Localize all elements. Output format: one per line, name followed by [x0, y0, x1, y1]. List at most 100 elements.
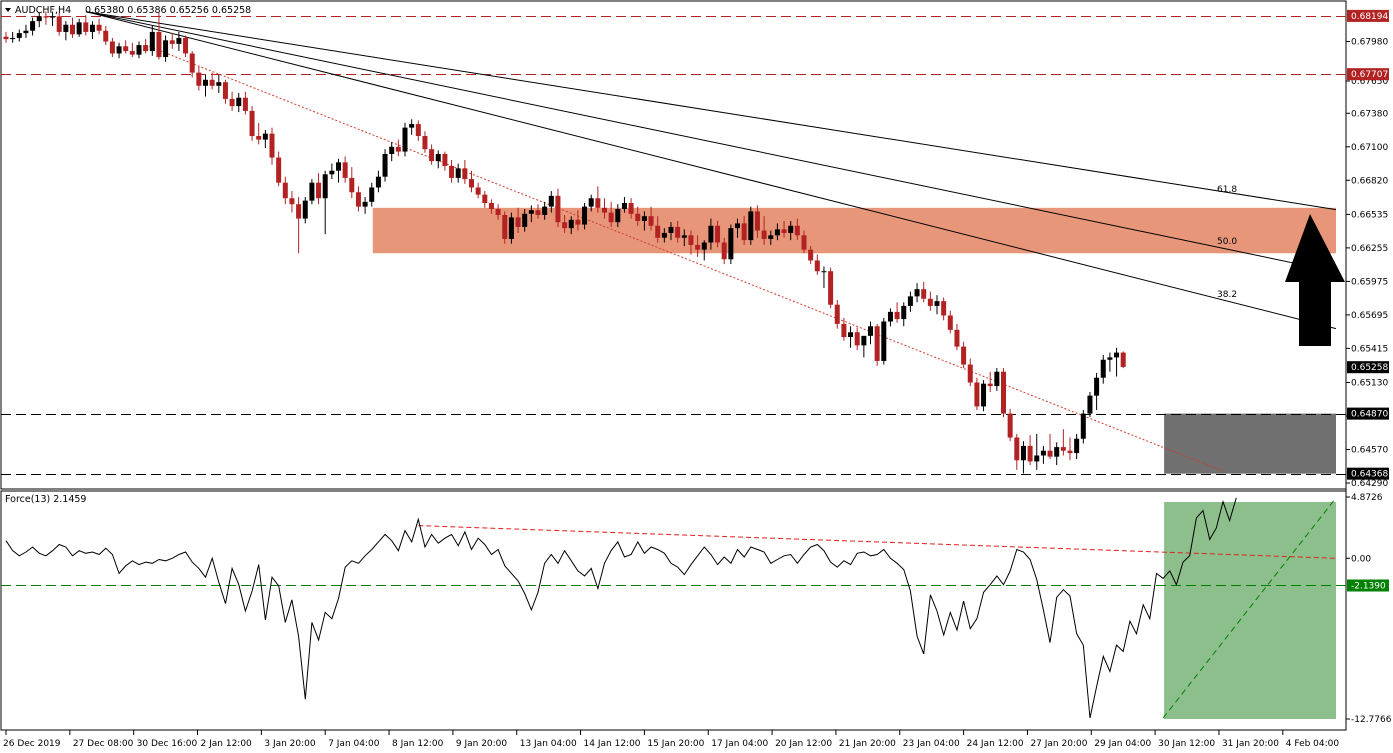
candle-body: [661, 232, 667, 238]
force-levels: -2.1390: [1, 497, 1389, 719]
candle-body: [362, 201, 368, 207]
time-tick-label: 17 Jan 04:00: [711, 739, 768, 749]
candle-body: [735, 223, 740, 229]
fib-label-382: 38.2: [1217, 290, 1237, 300]
candle-body: [994, 371, 1000, 387]
candle-body: [535, 210, 541, 215]
candle-body: [156, 31, 162, 58]
price-zones: [372, 207, 1336, 474]
candle-body: [595, 198, 601, 208]
candle-body: [801, 235, 807, 250]
candle-body: [336, 162, 341, 171]
candle-body: [821, 271, 827, 273]
candle-body: [522, 213, 528, 227]
candle-body: [628, 203, 634, 214]
price-tick-label: 0.64570: [1351, 445, 1388, 455]
candle-body: [109, 41, 115, 54]
time-tick-label: 3 Jan 20:00: [264, 739, 316, 749]
candle-body: [30, 21, 36, 31]
price-tick-label: 0.65415: [1351, 344, 1388, 354]
candle-body: [169, 40, 175, 44]
support-zone: [1164, 413, 1336, 474]
time-tick-label: 27 Jan 20:00: [1030, 739, 1087, 749]
candle-body: [828, 271, 834, 305]
candle-body: [422, 136, 428, 150]
candle-body: [269, 133, 275, 158]
candle-body: [196, 72, 202, 86]
time-tick-label: 20 Jan 12:00: [775, 739, 832, 749]
force-red-trend-line: [418, 525, 1337, 559]
candle-body: [203, 79, 208, 86]
candle-body: [1067, 450, 1073, 454]
price-tags: 0.68194 0.67707 0.64870 0.64368 0.65258: [1347, 9, 1389, 480]
candle-body: [209, 79, 215, 86]
time-tick-label: 8 Jan 12:00: [392, 739, 444, 749]
candle-body: [1100, 359, 1106, 378]
level-price-tag-label: 0.68194: [1351, 12, 1388, 22]
collapse-triangle-icon[interactable]: [5, 8, 11, 12]
candle-body: [562, 222, 568, 229]
force-axis-ticks: 4.8726 0.00 -12.7766: [1346, 493, 1392, 725]
candle-body: [242, 97, 248, 111]
price-axis-ticks: 0.67980 0.67650 0.67380 0.67100 0.66820 0.665…: [1346, 38, 1388, 489]
candle-body: [967, 364, 973, 383]
candle-body: [355, 192, 361, 207]
candle-body: [794, 225, 800, 236]
candle-body: [548, 195, 554, 207]
candle-body: [668, 226, 674, 233]
time-tick-label: 4 Feb 04:00: [1286, 739, 1340, 749]
candle-body: [1014, 437, 1020, 461]
price-tick-label: 0.67380: [1351, 109, 1388, 119]
time-tick-label: 31 Jan 20:00: [1222, 739, 1279, 749]
time-tick-label: 21 Jan 20:00: [839, 739, 896, 749]
candle-body: [236, 97, 242, 107]
fib-label-618: 61.8: [1217, 185, 1237, 195]
fib-fan-line: [85, 11, 1337, 330]
candle-body: [322, 174, 328, 199]
symbol-header: AUDCHF,H4: [15, 5, 71, 16]
candle-body: [974, 382, 980, 407]
candle-body: [469, 179, 474, 188]
candle-body: [754, 211, 760, 231]
candle-body: [389, 146, 395, 154]
candle-body: [861, 335, 867, 346]
candle-body: [349, 177, 355, 193]
candle-body: [602, 207, 607, 213]
time-tick-label: 30 Dec 16:00: [137, 739, 198, 749]
candle-body: [149, 31, 155, 52]
candle-body: [183, 37, 189, 54]
time-tick-label: 30 Jan 12:00: [1158, 739, 1215, 749]
candle-body: [655, 225, 661, 238]
candle-body: [163, 40, 169, 58]
candle-body: [894, 311, 900, 320]
candle-body: [329, 170, 335, 175]
candle-body: [442, 153, 448, 166]
candle-body: [695, 244, 701, 250]
ohlc-header: 0.65380 0.65386 0.65256 0.65258: [85, 5, 251, 16]
time-tick-label: 7 Jan 04:00: [328, 739, 380, 749]
candle-body: [1114, 352, 1120, 358]
candle-body: [927, 298, 933, 306]
candle-body: [482, 194, 488, 204]
candle-body: [36, 16, 42, 22]
candle-body: [1080, 413, 1086, 439]
candle-body: [103, 30, 109, 42]
candle-body: [848, 332, 854, 338]
candle-body: [16, 33, 22, 38]
time-tick-label: 14 Jan 12:00: [584, 739, 641, 749]
resistance-zone: [372, 207, 1336, 254]
candle-body: [83, 22, 89, 32]
candle-body: [914, 289, 920, 297]
force-series: [5, 497, 1237, 719]
candle-body: [1107, 357, 1113, 360]
candle-body: [189, 53, 195, 73]
candlesticks: [3, 11, 1126, 474]
level-price-tag-label: 0.64870: [1351, 410, 1388, 420]
candle-body: [761, 230, 767, 239]
time-tick-label: 29 Jan 04:00: [1094, 739, 1151, 749]
time-tick-label: 9 Jan 20:00: [456, 739, 508, 749]
force-tick-label: 4.8726: [1351, 493, 1383, 503]
trend-lines: [85, 11, 1337, 472]
candle-body: [648, 216, 654, 226]
